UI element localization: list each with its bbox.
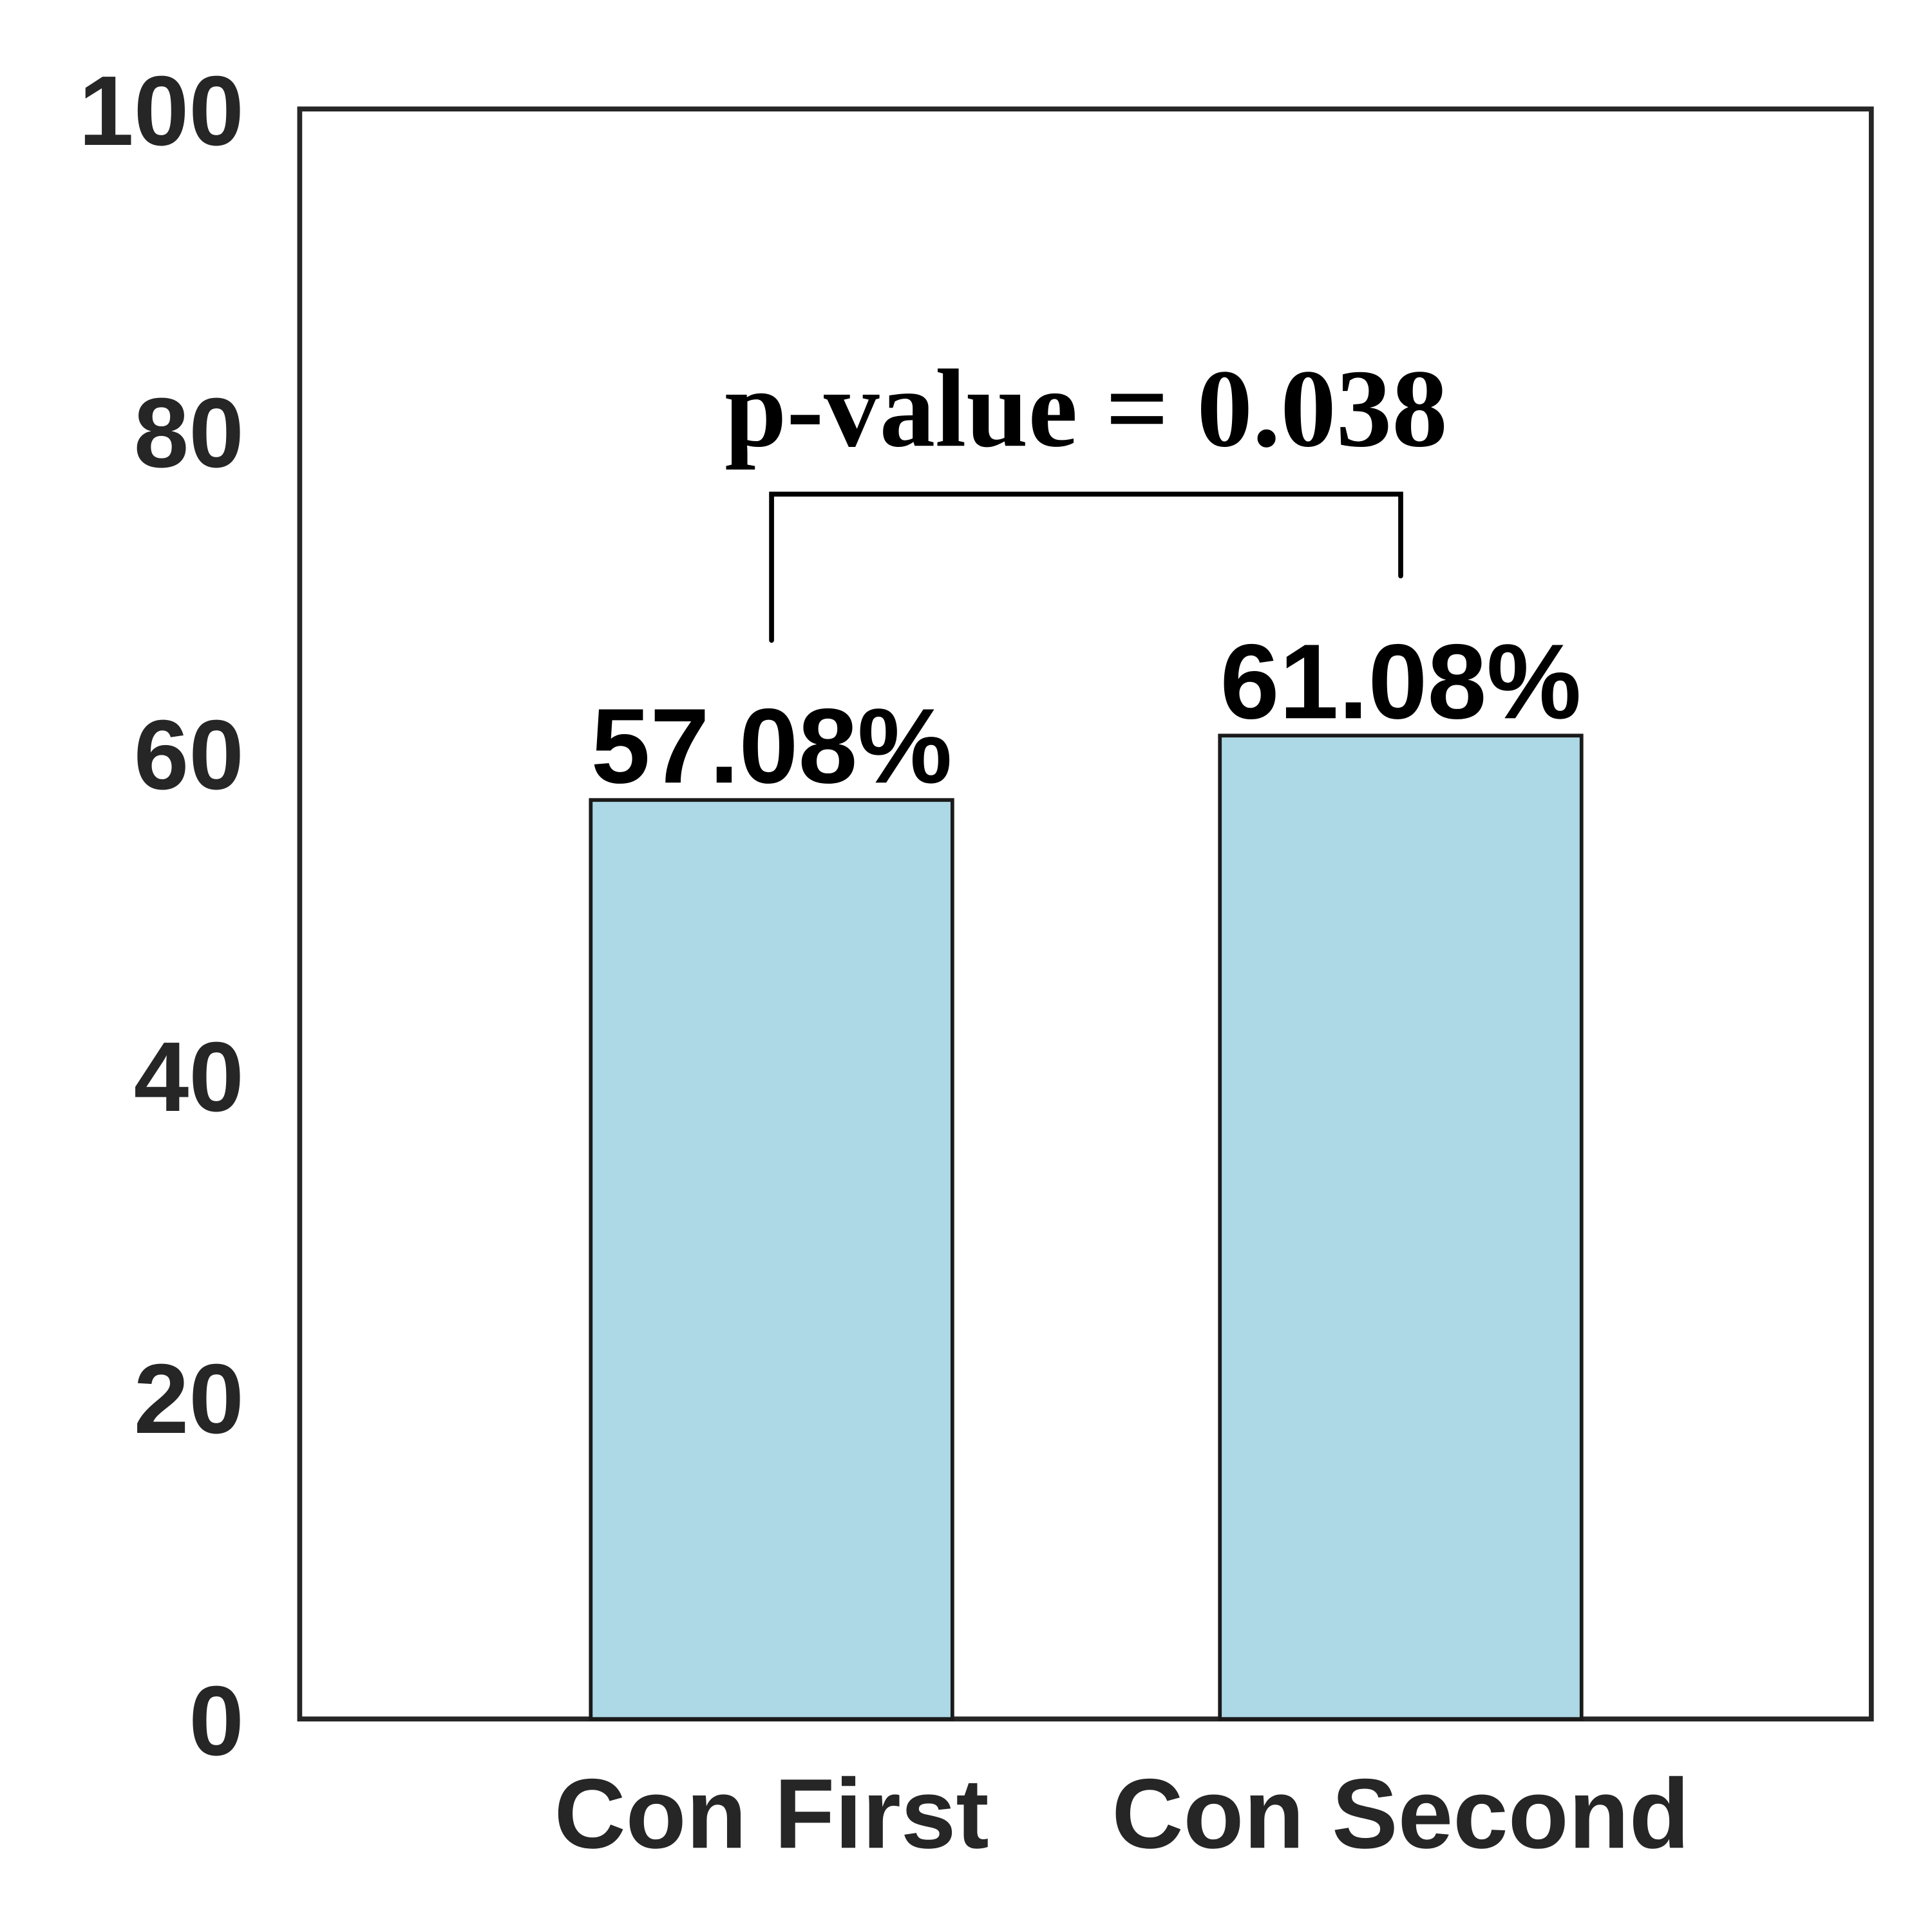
y-tick-label: 80 [134,377,244,488]
x-tick-label: Con First [554,1758,989,1869]
value-label: 61.08% [1220,622,1582,741]
y-tick-label: 60 [134,699,244,810]
y-tick-label: 20 [134,1343,244,1454]
bar [589,798,954,1721]
y-tick-label: 0 [189,1665,244,1776]
x-tick-label: Con Second [1112,1758,1689,1869]
bar [1218,734,1584,1721]
annotation: p-value = 0.038 [724,347,1448,470]
value-label: 57.08% [591,687,952,806]
y-tick-label: 40 [134,1021,244,1132]
plot-frame [297,106,1874,1722]
y-tick-label: 100 [79,55,244,166]
significance-bracket [769,491,1403,643]
